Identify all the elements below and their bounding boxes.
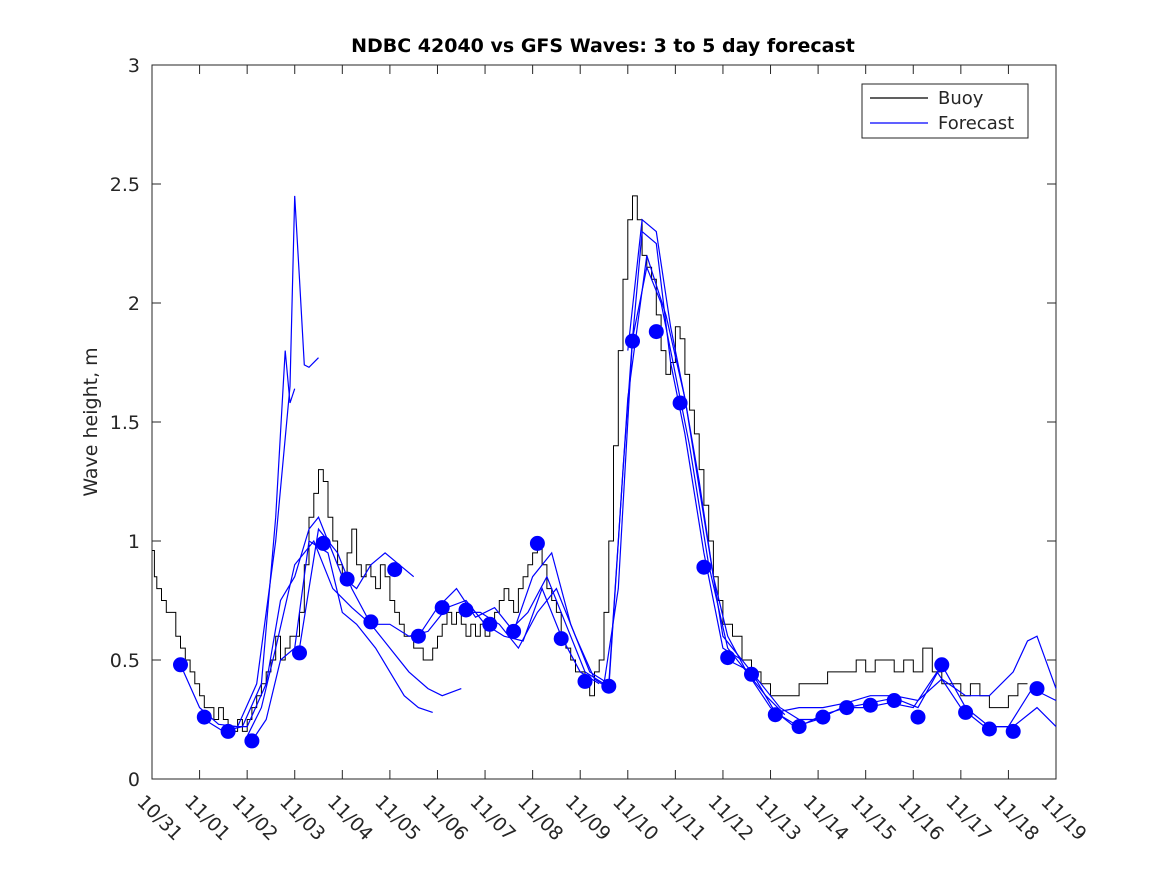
forecast-point (910, 709, 926, 725)
forecast-point (315, 535, 331, 551)
forecast-point (981, 721, 997, 737)
legend-box (861, 83, 1029, 139)
forecast-point (292, 645, 307, 661)
forecast-point (506, 623, 522, 639)
forecast-point (791, 719, 807, 735)
forecast-point (625, 333, 640, 349)
forecast-point (458, 602, 474, 618)
forecast-point (934, 657, 950, 673)
forecast-point (744, 666, 759, 682)
chart-title: NDBC 42040 vs GFS Waves: 3 to 5 day fore… (351, 35, 855, 57)
y-tick-label: 2 (128, 293, 140, 315)
forecast-point (862, 697, 878, 713)
y-tick-label: 3 (128, 55, 140, 77)
series-line-forecast-8 (461, 230, 743, 690)
y-tick-label: 2.5 (110, 174, 140, 196)
forecast-point (196, 709, 212, 725)
forecast-point (410, 628, 426, 644)
forecast-point (173, 657, 188, 673)
forecast-point (1005, 723, 1021, 739)
series-line-forecast-4 (246, 539, 462, 737)
y-tick-label: 0.5 (110, 650, 140, 672)
forecast-point (696, 559, 712, 575)
series-line-forecast-12 (775, 635, 1057, 713)
series-line-forecast-1 (179, 195, 319, 728)
forecast-point (244, 733, 260, 749)
forecast-point (363, 614, 379, 630)
forecast-point (482, 616, 498, 632)
forecast-point (839, 700, 855, 716)
forecast-point (720, 650, 736, 666)
legend: Buoy Forecast (861, 83, 1029, 139)
forecast-point (767, 707, 783, 723)
forecast-point (220, 723, 236, 739)
forecast-point (672, 395, 688, 411)
forecast-point (601, 678, 617, 694)
y-axis-label: Wave height, m (80, 347, 102, 496)
forecast-point (387, 562, 403, 578)
series-line-forecast-5 (251, 539, 433, 742)
forecast-point (339, 571, 355, 587)
forecast-point (529, 535, 545, 551)
y-tick-label: 1 (128, 531, 140, 553)
forecast-point (886, 693, 902, 708)
y-tick-label: 0 (128, 769, 140, 791)
legend-label: Forecast (938, 113, 1014, 134)
forecast-point (1029, 681, 1045, 697)
forecast-point (577, 673, 593, 689)
forecast-point (815, 709, 831, 725)
series-line-forecast-3 (228, 516, 415, 728)
forecast-point (553, 631, 569, 647)
plot-area: 00.511.522.5310/3111/0111/0211/0311/0411… (110, 55, 1091, 845)
y-tick-label: 1.5 (110, 412, 140, 434)
forecast-point (434, 600, 450, 616)
forecast-point (958, 704, 974, 720)
legend-label: Buoy (938, 88, 984, 109)
forecast-point (648, 324, 664, 340)
